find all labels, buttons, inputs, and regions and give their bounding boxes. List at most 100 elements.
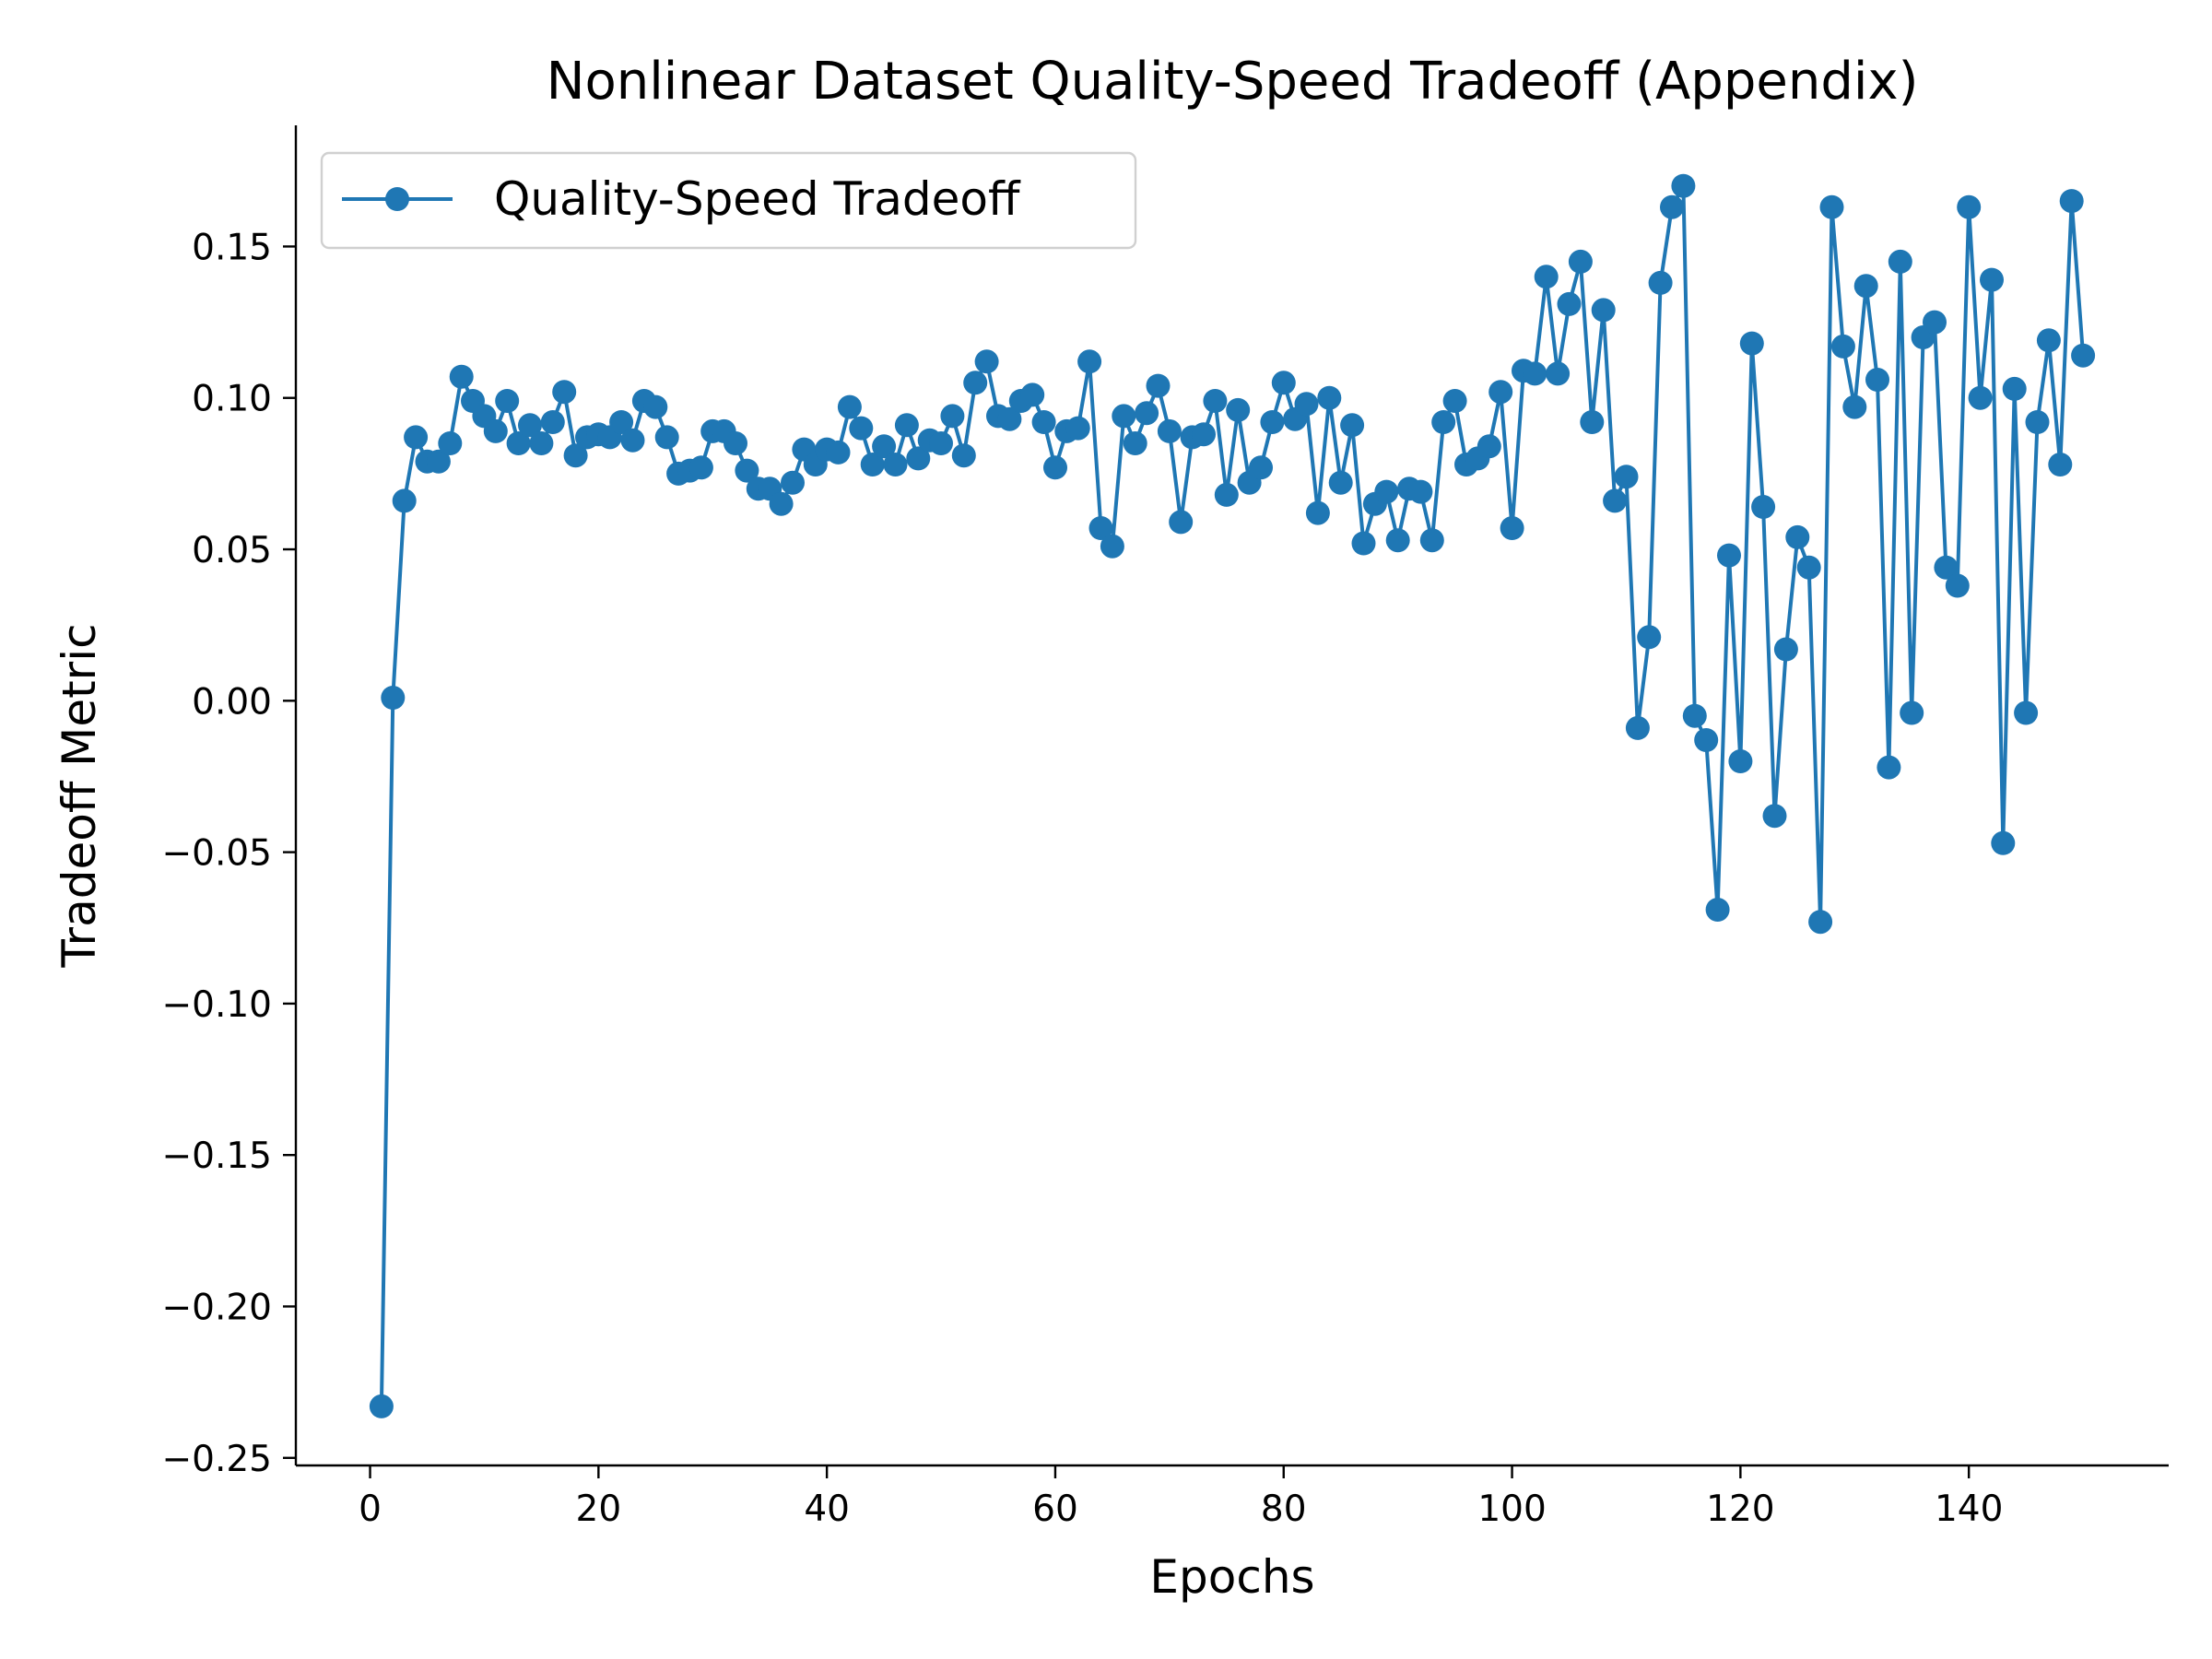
data-point (643, 394, 668, 419)
data-point (563, 443, 588, 468)
x-tick-label: 20 (576, 1488, 622, 1530)
x-tick-label: 120 (1706, 1488, 1774, 1530)
data-point (552, 380, 577, 405)
data-point (1568, 249, 1593, 274)
data-point (1671, 173, 1696, 198)
data-point (2036, 328, 2061, 353)
y-tick-label: −0.05 (161, 833, 272, 875)
data-point (1773, 637, 1798, 662)
legend-box (320, 151, 1137, 250)
y-tick-label: 0.05 (192, 530, 272, 571)
data-point (1923, 310, 1947, 335)
data-point (1739, 331, 1764, 356)
data-point (529, 431, 554, 455)
data-point (1488, 380, 1513, 405)
data-point (1169, 510, 1194, 535)
x-tick-label: 80 (1261, 1488, 1307, 1530)
data-point (369, 1394, 394, 1418)
data-point (483, 418, 508, 443)
data-point (1637, 625, 1662, 650)
data-point (1900, 700, 1924, 725)
data-point (2025, 410, 2050, 434)
data-point (1123, 431, 1147, 455)
data-point (1819, 194, 1844, 219)
data-point (1580, 410, 1605, 434)
data-point (1477, 434, 1501, 459)
data-point (1808, 910, 1833, 935)
data-point (426, 449, 451, 474)
data-point (872, 434, 897, 459)
data-point (449, 364, 474, 389)
data-point (1020, 382, 1045, 407)
data-point (894, 413, 919, 438)
data-point (404, 425, 429, 450)
data-point (1968, 385, 1993, 410)
data-point (1203, 389, 1228, 413)
data-point (540, 410, 565, 434)
y-tick-label: 0.00 (192, 681, 272, 723)
data-point (1112, 404, 1136, 429)
data-point (1294, 392, 1319, 417)
data-point (1557, 291, 1582, 316)
data-point (1442, 389, 1467, 413)
data-point (1317, 385, 1342, 410)
data-point (1796, 555, 1821, 580)
data-point (826, 440, 851, 465)
data-point (1705, 898, 1730, 922)
data-point (951, 443, 976, 468)
data-point (1934, 555, 1959, 580)
data-point (849, 416, 874, 441)
data-point (929, 431, 953, 455)
data-point (1146, 373, 1171, 398)
data-point (883, 453, 908, 477)
data-point (2048, 453, 2073, 477)
data-point (1614, 465, 1639, 489)
data-point (1157, 418, 1182, 443)
data-point (620, 428, 645, 453)
y-tick-label: −0.10 (161, 984, 272, 1026)
data-point (1762, 804, 1787, 829)
x-tick-label: 40 (804, 1488, 850, 1530)
data-point (906, 446, 931, 471)
data-point (974, 349, 999, 374)
data-point (1214, 482, 1239, 507)
y-axis-label: Tradeoff Metric (53, 623, 106, 968)
data-point (1226, 397, 1251, 422)
data-point (1031, 410, 1056, 434)
data-point (2014, 700, 2039, 725)
data-point (1135, 401, 1159, 426)
y-tick-label: −0.15 (161, 1135, 272, 1177)
legend-label: Quality-Speed Tradeoff (494, 172, 1021, 226)
data-point (1694, 728, 1719, 752)
data-point (1077, 349, 1102, 374)
legend-marker-swatch (385, 187, 409, 211)
data-point (1603, 488, 1628, 513)
data-point (1957, 194, 1982, 219)
x-tick-label: 0 (359, 1488, 382, 1530)
data-point (769, 491, 794, 516)
data-point (860, 453, 885, 477)
data-point (609, 410, 634, 434)
data-point (1625, 715, 1650, 740)
x-axis-ticks: 0 20 40 60 80 100 120 140 (359, 1465, 2003, 1530)
data-point (1088, 516, 1113, 540)
data-point (1751, 495, 1776, 519)
data-point (1260, 410, 1285, 434)
data-point (1717, 543, 1741, 568)
legend: Quality-Speed Tradeoff (320, 151, 1137, 250)
data-point (1271, 371, 1296, 395)
data-point (2071, 343, 2096, 368)
data-point (1546, 361, 1571, 386)
data-point (688, 455, 713, 480)
data-point (837, 394, 862, 419)
data-point (1419, 528, 1444, 553)
data-point (1249, 455, 1273, 480)
data-point (2002, 376, 2027, 401)
data-point (1305, 500, 1330, 525)
data-point (506, 431, 531, 455)
data-point (1660, 194, 1684, 219)
data-point (1340, 413, 1365, 438)
data-point (1830, 334, 1855, 359)
data-point (1991, 830, 2016, 855)
data-point (1853, 274, 1878, 299)
